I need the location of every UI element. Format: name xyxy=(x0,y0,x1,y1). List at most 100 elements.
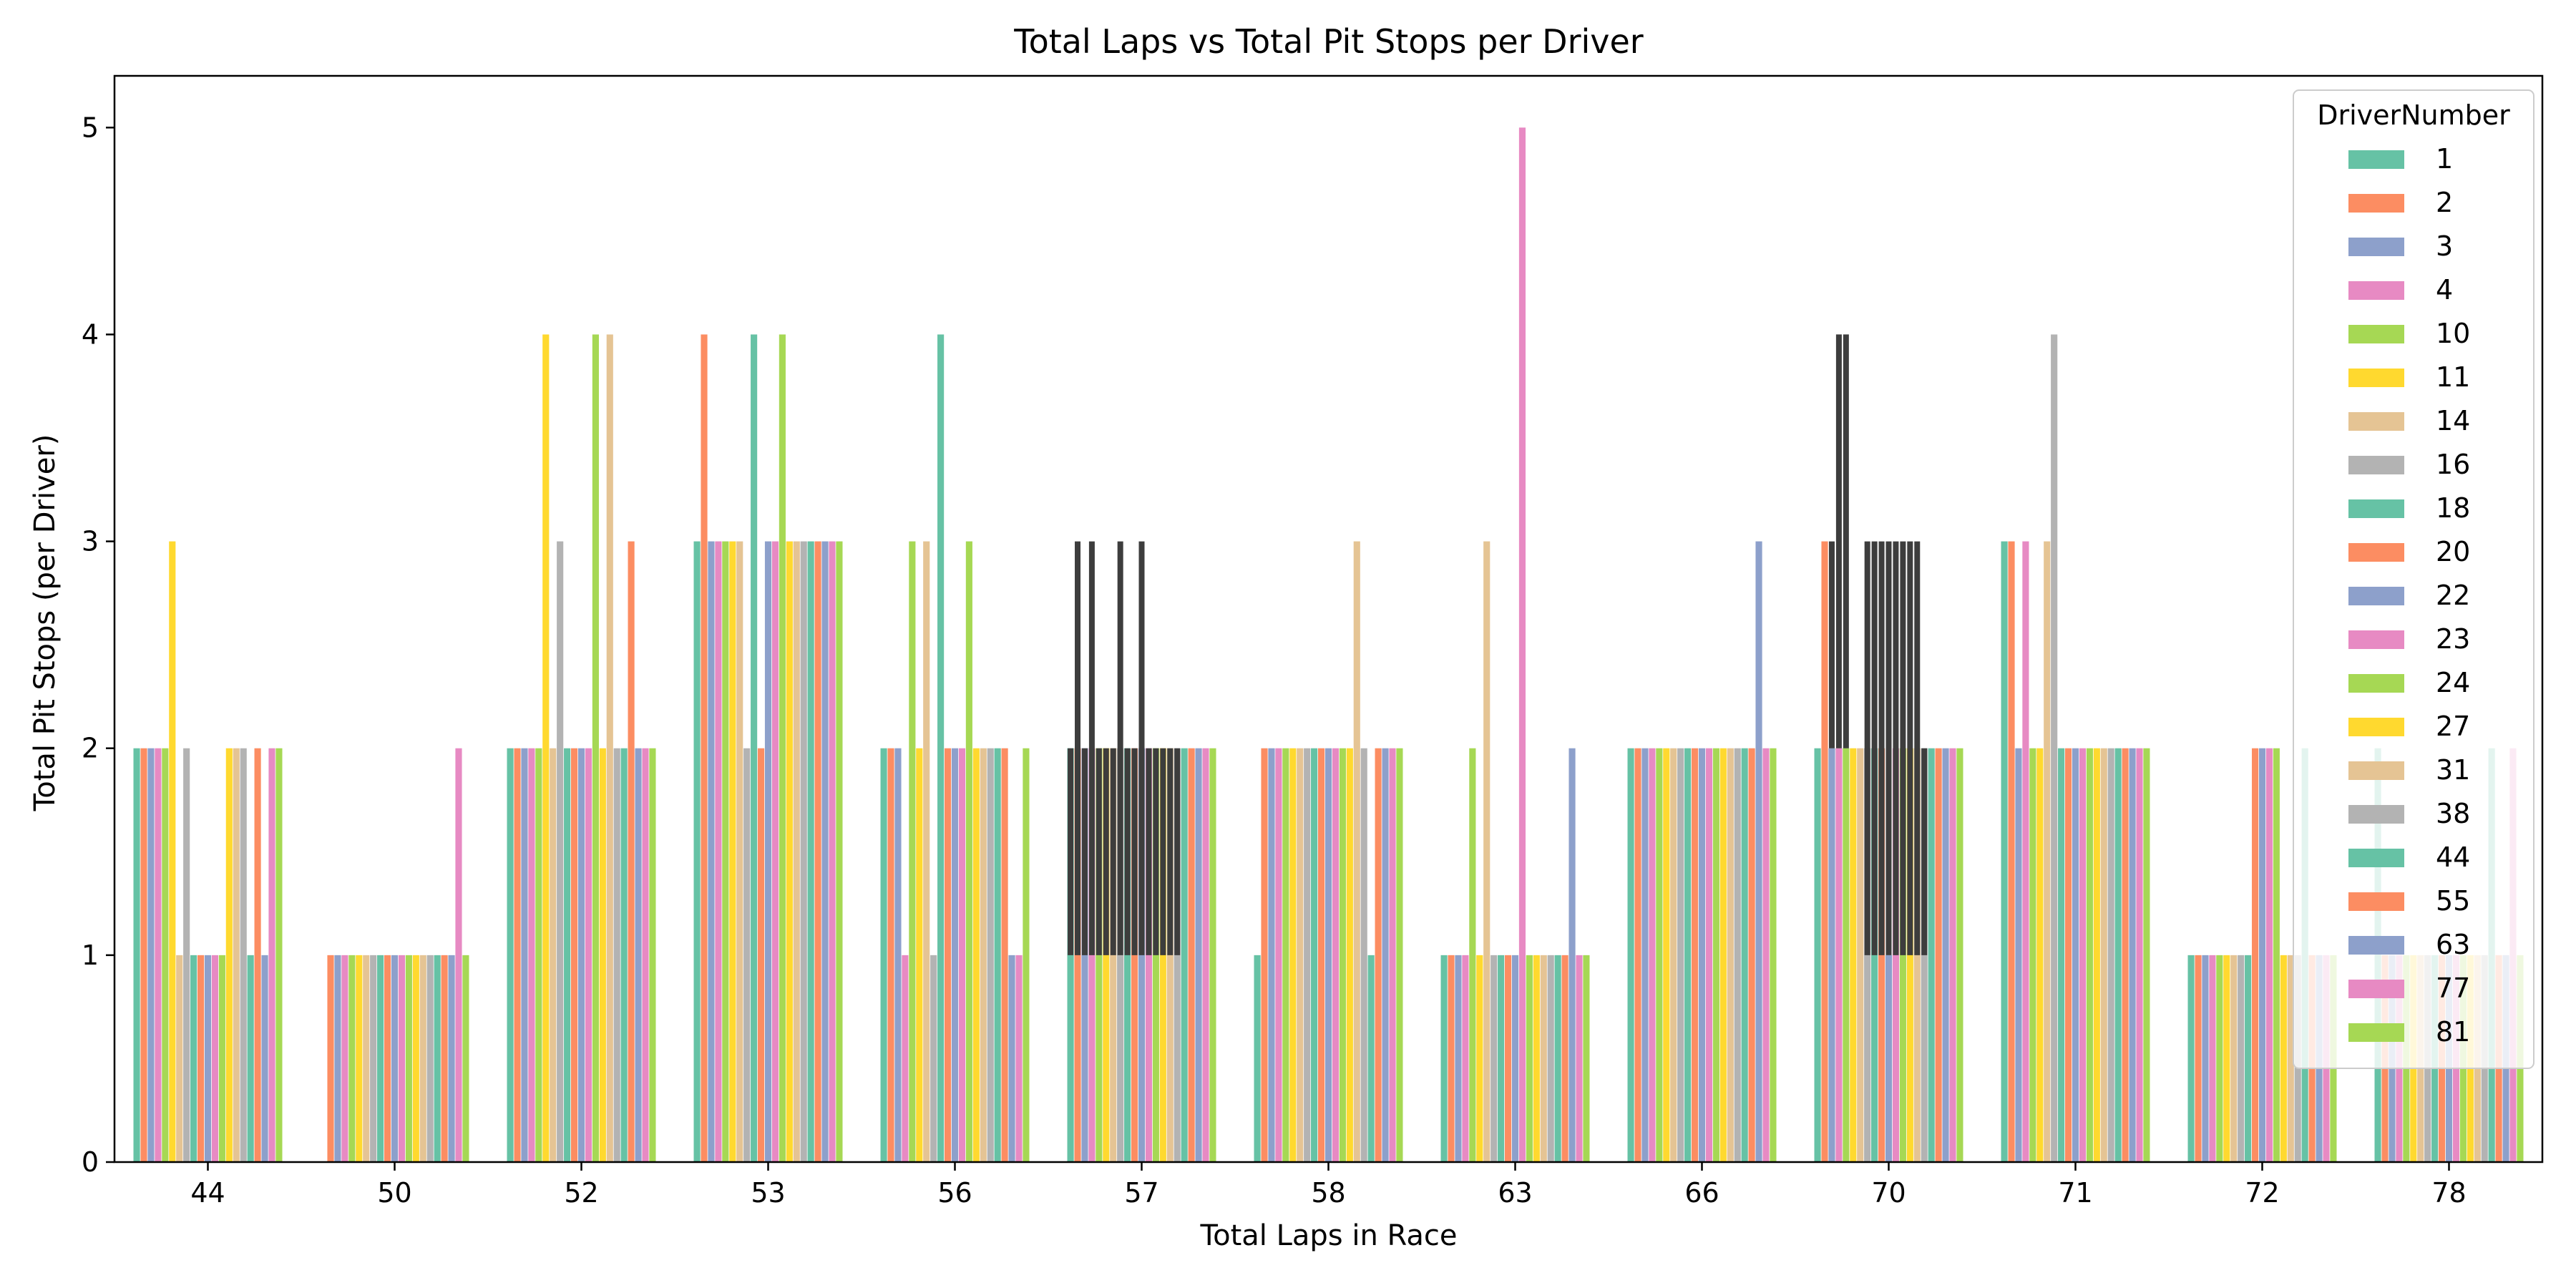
bar-58-driver-27 xyxy=(1346,748,1353,1162)
y-tick-label: 3 xyxy=(82,526,99,557)
bar-70-driver-10 xyxy=(1843,748,1850,1162)
bar-50-driver-14 xyxy=(363,955,370,1162)
bar-44-driver-38 xyxy=(240,748,247,1162)
bar-71-driver-63 xyxy=(2129,748,2136,1162)
x-tick-label: 52 xyxy=(564,1177,598,1209)
bar-52-driver-81 xyxy=(649,748,656,1162)
bar-72-driver-20 xyxy=(2251,748,2259,1162)
legend-label-77: 77 xyxy=(2436,972,2470,1004)
bar-50-driver-63 xyxy=(448,955,455,1162)
bar-44-driver-2 xyxy=(140,748,147,1162)
bar-44-driver-31 xyxy=(233,748,240,1162)
chart-title: Total Laps vs Total Pit Stops per Driver xyxy=(1013,22,1644,61)
legend-label-20: 20 xyxy=(2436,536,2470,567)
bar-52-driver-44 xyxy=(620,748,628,1162)
bar-53-driver-3 xyxy=(708,541,715,1162)
bar-71-driver-23 xyxy=(2079,748,2087,1162)
bar-44-driver-18 xyxy=(190,955,197,1162)
bar-66-driver-31 xyxy=(1727,748,1734,1162)
bar-56-driver-4 xyxy=(902,955,909,1162)
bar-56-driver-1 xyxy=(880,748,887,1162)
bar-58-driver-20 xyxy=(1317,748,1325,1162)
bar-44-driver-55 xyxy=(254,748,261,1162)
bar-63-driver-10 xyxy=(1469,748,1476,1162)
bar-52-driver-11 xyxy=(542,334,550,1162)
bar-53-driver-16 xyxy=(743,748,751,1162)
legend-label-3: 3 xyxy=(2436,230,2453,262)
legend-label-10: 10 xyxy=(2436,318,2470,349)
bar-52-driver-10 xyxy=(535,748,542,1162)
bar-72-driver-1 xyxy=(2187,955,2195,1162)
bar-58-driver-1 xyxy=(1254,955,1261,1162)
bar-63-driver-20 xyxy=(1504,955,1512,1162)
bar-53-driver-63 xyxy=(821,541,829,1162)
bar-63-driver-27 xyxy=(1533,955,1540,1162)
legend-box xyxy=(2293,89,2534,1069)
bar-70-driver-14 xyxy=(1857,748,1864,1162)
bar-44-driver-14 xyxy=(176,955,183,1162)
bar-44-driver-16 xyxy=(183,748,190,1162)
bar-72-driver-3 xyxy=(2202,955,2209,1162)
bar-44-driver-10 xyxy=(162,748,169,1162)
bar-53-driver-18 xyxy=(751,334,758,1162)
bar-71-driver-55 xyxy=(2122,748,2129,1162)
bar-52-driver-23 xyxy=(585,748,592,1162)
bar-63-driver-31 xyxy=(1540,955,1547,1162)
bar-58-driver-22 xyxy=(1324,748,1332,1162)
legend-label-14: 14 xyxy=(2436,405,2470,436)
bar-53-driver-1 xyxy=(693,541,701,1162)
bar-56-driver-63 xyxy=(1008,955,1015,1162)
legend-label-18: 18 xyxy=(2436,492,2470,524)
bar-66-driver-11 xyxy=(1663,748,1670,1162)
bar-56-driver-55 xyxy=(1001,748,1008,1162)
bar-53-driver-23 xyxy=(771,541,779,1162)
y-tick-label: 2 xyxy=(82,733,99,764)
bar-56-driver-38 xyxy=(987,748,994,1162)
bar-50-driver-27 xyxy=(412,955,419,1162)
legend-label-16: 16 xyxy=(2436,449,2470,480)
legend-swatch-77 xyxy=(2348,980,2404,998)
bar-58-driver-38 xyxy=(1360,748,1367,1162)
bar-44-driver-1 xyxy=(133,748,140,1162)
bar-66-driver-16 xyxy=(1677,748,1684,1162)
bar-50-driver-2 xyxy=(327,955,334,1162)
bar-53-driver-31 xyxy=(793,541,800,1162)
bar-50-driver-16 xyxy=(370,955,377,1162)
bar-70-driver-77 xyxy=(1949,748,1956,1162)
bar-63-driver-55 xyxy=(1561,955,1568,1162)
bar-66-driver-18 xyxy=(1684,748,1692,1162)
x-tick-label: 72 xyxy=(2245,1177,2279,1209)
bar-66-driver-14 xyxy=(1670,748,1677,1162)
bar-52-driver-24 xyxy=(592,334,599,1162)
bar-63-driver-44 xyxy=(1554,955,1561,1162)
bar-44-driver-11 xyxy=(169,541,176,1162)
x-tick-label: 63 xyxy=(1498,1177,1532,1209)
bar-44-driver-23 xyxy=(211,955,219,1162)
bar-58-driver-14 xyxy=(1297,748,1304,1162)
bar-52-driver-63 xyxy=(635,748,642,1162)
bar-66-driver-55 xyxy=(1748,748,1755,1162)
bar-44-driver-4 xyxy=(155,748,162,1162)
bar-66-driver-4 xyxy=(1649,748,1656,1162)
bar-70-driver-3 xyxy=(1828,748,1835,1162)
bar-71-driver-14 xyxy=(2044,541,2051,1162)
bar-52-driver-3 xyxy=(521,748,528,1162)
bar-53-driver-44 xyxy=(807,541,814,1162)
bar-52-driver-27 xyxy=(599,748,606,1162)
legend-swatch-27 xyxy=(2348,718,2404,736)
bar-66-driver-44 xyxy=(1741,748,1748,1162)
bar-53-driver-10 xyxy=(722,541,729,1162)
legend-swatch-44 xyxy=(2348,849,2404,867)
bar-66-driver-23 xyxy=(1705,748,1713,1162)
bar-58-driver-44 xyxy=(1367,955,1375,1162)
bar-52-driver-14 xyxy=(550,748,557,1162)
bar-71-driver-44 xyxy=(2114,748,2122,1162)
legend-label-31: 31 xyxy=(2436,754,2470,786)
legend-swatch-31 xyxy=(2348,761,2404,780)
bar-58-driver-2 xyxy=(1261,748,1268,1162)
bar-71-driver-18 xyxy=(2058,748,2065,1162)
bar-50-driver-4 xyxy=(341,955,348,1162)
bar-57-driver-63 xyxy=(1195,748,1202,1162)
bar-58-driver-16 xyxy=(1304,748,1311,1162)
bar-71-driver-3 xyxy=(2015,748,2022,1162)
